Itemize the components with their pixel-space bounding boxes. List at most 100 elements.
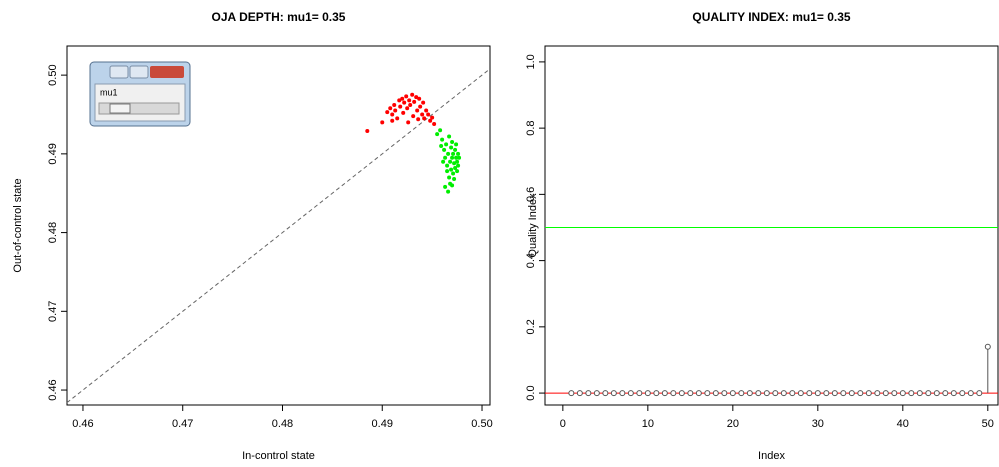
y-tick-label: 0.6: [525, 187, 537, 202]
point: [453, 148, 457, 152]
y-tick-label: 0.50: [47, 64, 59, 85]
point: [832, 391, 837, 396]
x-tick-label: 40: [897, 418, 909, 430]
y-tick-label: 0.47: [47, 301, 59, 322]
plot-frame: [545, 46, 998, 405]
point: [452, 177, 456, 181]
point: [411, 114, 415, 118]
point: [365, 129, 369, 133]
point: [450, 156, 454, 160]
point: [603, 391, 608, 396]
point: [900, 391, 905, 396]
point: [577, 391, 582, 396]
point: [441, 160, 445, 164]
point: [445, 169, 449, 173]
y-axis-label: Out-of-control state: [12, 178, 24, 272]
y-tick-label: 0.8: [525, 120, 537, 135]
point: [440, 138, 444, 142]
point: [392, 103, 396, 107]
point: [985, 344, 990, 349]
point: [815, 391, 820, 396]
point: [451, 152, 455, 156]
x-axis-label: Index: [758, 450, 785, 462]
point: [426, 112, 430, 116]
point: [424, 109, 428, 113]
point: [611, 391, 616, 396]
chart: OJA DEPTH: mu1= 0.35In-control stateOut-…: [0, 0, 999, 467]
point: [448, 160, 452, 164]
point: [637, 391, 642, 396]
point: [446, 190, 450, 194]
maximize-button[interactable]: [130, 66, 148, 78]
x-tick-label: 0.46: [72, 418, 93, 430]
point: [442, 148, 446, 152]
minimize-button[interactable]: [110, 66, 128, 78]
x-tick-label: 0: [560, 418, 566, 430]
point: [730, 391, 735, 396]
point: [451, 172, 455, 176]
point: [594, 391, 599, 396]
point: [781, 391, 786, 396]
y-tick-label: 0.46: [47, 379, 59, 400]
point: [457, 156, 461, 160]
point: [435, 132, 439, 136]
point: [943, 391, 948, 396]
point: [705, 391, 710, 396]
point: [747, 391, 752, 396]
point: [446, 152, 450, 156]
point: [662, 391, 667, 396]
x-axis-label: In-control state: [242, 450, 315, 462]
y-tick-label: 1.0: [525, 54, 537, 69]
y-tick-label: 0.0: [525, 385, 537, 400]
point: [977, 391, 982, 396]
close-button[interactable]: [150, 66, 184, 78]
x-tick-label: 0.47: [172, 418, 193, 430]
point: [790, 391, 795, 396]
point: [407, 98, 411, 102]
y-tick-label: 0.49: [47, 143, 59, 164]
x-tick-label: 0.48: [272, 418, 293, 430]
point: [713, 391, 718, 396]
point: [679, 391, 684, 396]
point: [968, 391, 973, 396]
point: [408, 103, 412, 107]
point: [841, 391, 846, 396]
point: [422, 116, 426, 120]
slider-thumb[interactable]: [110, 104, 130, 113]
point: [412, 100, 416, 104]
point: [455, 169, 459, 173]
point: [385, 110, 389, 114]
point: [443, 185, 447, 189]
x-tick-label: 20: [727, 418, 739, 430]
point: [454, 142, 458, 146]
point: [421, 101, 425, 105]
x-tick-label: 30: [812, 418, 824, 430]
point: [430, 116, 434, 120]
point: [455, 160, 459, 164]
point: [645, 391, 650, 396]
point: [390, 112, 394, 116]
point: [875, 391, 880, 396]
point: [909, 391, 914, 396]
point: [586, 391, 591, 396]
point: [393, 109, 397, 113]
point: [450, 183, 454, 187]
point: [405, 106, 409, 110]
point: [415, 109, 419, 113]
point: [951, 391, 956, 396]
y-tick-label: 0.4: [525, 253, 537, 268]
point: [628, 391, 633, 396]
point: [456, 164, 460, 168]
point: [892, 391, 897, 396]
point: [380, 120, 384, 124]
y-tick-label: 0.48: [47, 222, 59, 243]
x-tick-label: 50: [982, 418, 994, 430]
point: [798, 391, 803, 396]
point: [449, 168, 453, 172]
point: [858, 391, 863, 396]
point: [438, 128, 442, 132]
point: [388, 106, 392, 110]
point: [443, 156, 447, 160]
point: [439, 144, 443, 148]
point: [401, 111, 405, 115]
